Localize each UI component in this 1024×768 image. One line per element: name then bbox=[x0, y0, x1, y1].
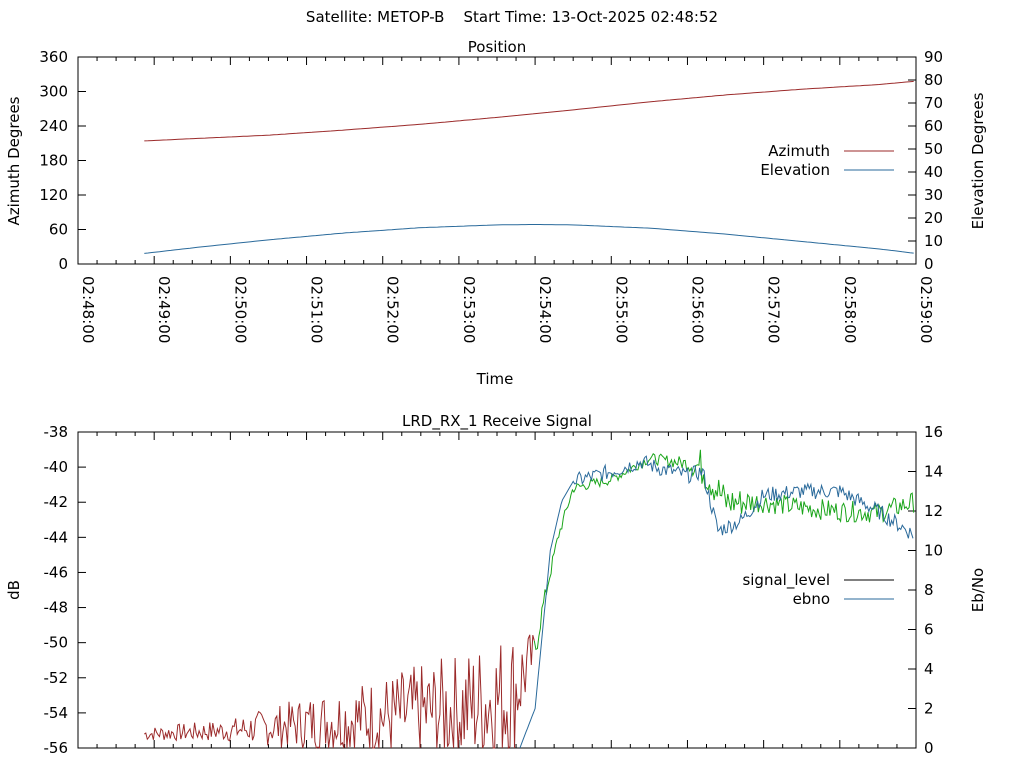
time-tick-label: 02:50:00 bbox=[231, 276, 249, 343]
db-axis-label: dB bbox=[5, 580, 23, 600]
legend-signal-level-label: signal_level bbox=[742, 571, 830, 590]
azimuth-tick-label: 0 bbox=[58, 255, 68, 273]
azimuth-tick-label: 60 bbox=[49, 221, 68, 239]
elevation-tick-label: 60 bbox=[924, 117, 943, 135]
azimuth-tick-label: 240 bbox=[39, 117, 68, 135]
elevation-line bbox=[144, 224, 914, 254]
azimuth-tick-label: 180 bbox=[39, 152, 68, 170]
db-tick-label: -56 bbox=[44, 739, 69, 757]
ebno-tick-label: 8 bbox=[924, 581, 934, 599]
signal-plot-frame bbox=[77, 431, 917, 749]
signal-level-line-weak bbox=[144, 634, 535, 750]
ebno-tick-label: 12 bbox=[924, 502, 943, 520]
db-tick-label: -50 bbox=[44, 634, 69, 652]
ebno-tick-label: 16 bbox=[924, 423, 943, 441]
legend-azimuth-label: Azimuth bbox=[768, 142, 830, 160]
receive-signal-chart-title: LRD_RX_1 Receive Signal bbox=[402, 412, 592, 431]
elevation-tick-labels: 0 10 20 30 40 50 60 70 80 90 bbox=[924, 48, 943, 273]
db-tick-label: -52 bbox=[44, 669, 69, 687]
time-tick-label: 02:53:00 bbox=[460, 276, 478, 343]
elevation-tick-label: 20 bbox=[924, 209, 943, 227]
signal-level-line-locked bbox=[533, 449, 915, 651]
db-tick-label: -40 bbox=[44, 458, 69, 476]
time-tick-label: 02:52:00 bbox=[384, 276, 402, 343]
db-tick-label: -48 bbox=[44, 599, 69, 617]
signal-series bbox=[144, 449, 915, 750]
position-ticks bbox=[77, 56, 917, 265]
elevation-tick-label: 30 bbox=[924, 186, 943, 204]
signal-legend: signal_level ebno bbox=[742, 571, 894, 608]
position-chart: Position 0 60 120 180 240 300 360 0 10 20 30 40 50 6… bbox=[5, 38, 987, 388]
azimuth-line bbox=[144, 80, 914, 142]
ebno-tick-label: 10 bbox=[924, 542, 943, 560]
db-tick-label: -54 bbox=[44, 704, 69, 722]
legend-ebno-label: ebno bbox=[793, 590, 830, 608]
time-tick-label: 02:51:00 bbox=[308, 276, 326, 343]
time-tick-label: 02:55:00 bbox=[612, 276, 630, 343]
db-tick-label: -46 bbox=[44, 563, 69, 581]
time-tick-label: 02:58:00 bbox=[841, 276, 859, 343]
azimuth-axis-label: Azimuth Degrees bbox=[5, 96, 23, 225]
position-chart-title: Position bbox=[468, 38, 526, 56]
chart-main-title: Satellite: METOP-B Start Time: 13-Oct-20… bbox=[0, 8, 1024, 26]
ebno-line bbox=[519, 455, 914, 749]
time-tick-label: 02:56:00 bbox=[688, 276, 706, 343]
receive-signal-chart: LRD_RX_1 Receive Signal -56-54-52-50-48-… bbox=[5, 412, 987, 757]
azimuth-tick-labels: 0 60 120 180 240 300 360 bbox=[39, 48, 68, 273]
position-series bbox=[144, 80, 914, 254]
legend-elevation-label: Elevation bbox=[760, 161, 830, 179]
ebno-tick-label: 6 bbox=[924, 621, 934, 639]
satellite-label: Satellite: METOP-B bbox=[305, 8, 445, 26]
time-tick-labels: 02:48:00 02:49:00 02:50:00 02:51:00 02:52:00… bbox=[79, 276, 935, 343]
ebno-tick-label: 14 bbox=[924, 463, 943, 481]
time-axis-label: Time bbox=[476, 370, 514, 388]
elevation-tick-label: 40 bbox=[924, 163, 943, 181]
elevation-axis-label: Elevation Degrees bbox=[969, 92, 987, 229]
start-time-label: Start Time: 13-Oct-2025 02:48:52 bbox=[463, 8, 719, 26]
ebno-tick-label: 2 bbox=[924, 700, 934, 718]
elevation-tick-label: 80 bbox=[924, 71, 943, 89]
ebno-tick-labels: 0 2 4 6 8 10 12 14 16 bbox=[924, 423, 943, 757]
ebno-tick-label: 4 bbox=[924, 660, 934, 678]
ebno-tick-label: 0 bbox=[924, 739, 934, 757]
azimuth-tick-label: 360 bbox=[39, 48, 68, 66]
azimuth-tick-label: 300 bbox=[39, 83, 68, 101]
elevation-tick-label: 10 bbox=[924, 232, 943, 250]
ebno-axis-label: Eb/No bbox=[969, 568, 987, 612]
time-tick-label: 02:54:00 bbox=[536, 276, 554, 343]
elevation-tick-label: 90 bbox=[924, 48, 943, 66]
signal-ticks bbox=[77, 431, 917, 749]
elevation-tick-label: 50 bbox=[924, 140, 943, 158]
azimuth-tick-label: 120 bbox=[39, 186, 68, 204]
time-tick-label: 02:57:00 bbox=[765, 276, 783, 343]
time-tick-label: 02:59:00 bbox=[917, 276, 935, 343]
elevation-tick-label: 0 bbox=[924, 255, 934, 273]
db-tick-label: -42 bbox=[44, 493, 69, 511]
db-tick-label: -44 bbox=[44, 528, 69, 546]
db-tick-label: -38 bbox=[44, 423, 69, 441]
db-tick-labels: -56 -54 -52 -50 -48 -46 -44 -42 -40 -38 bbox=[44, 423, 69, 757]
position-legend: Azimuth Elevation bbox=[760, 142, 894, 179]
time-tick-label: 02:48:00 bbox=[79, 276, 97, 343]
elevation-tick-label: 70 bbox=[924, 94, 943, 112]
time-tick-label: 02:49:00 bbox=[155, 276, 173, 343]
